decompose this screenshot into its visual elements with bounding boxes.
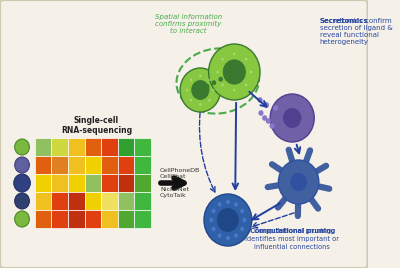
- Circle shape: [266, 118, 271, 124]
- Circle shape: [218, 233, 222, 238]
- Bar: [134, 192, 151, 210]
- Circle shape: [218, 77, 223, 82]
- Bar: [35, 156, 52, 174]
- Bar: [52, 138, 68, 156]
- Bar: [101, 156, 118, 174]
- Circle shape: [226, 200, 230, 204]
- Circle shape: [204, 194, 252, 246]
- Bar: [35, 192, 52, 210]
- Circle shape: [212, 227, 216, 231]
- Circle shape: [209, 218, 213, 222]
- Circle shape: [234, 233, 238, 238]
- Circle shape: [14, 174, 30, 192]
- Bar: [101, 192, 118, 210]
- Bar: [52, 156, 68, 174]
- Circle shape: [233, 53, 236, 55]
- Circle shape: [245, 58, 247, 60]
- Circle shape: [233, 89, 236, 91]
- Circle shape: [240, 227, 244, 231]
- Circle shape: [290, 173, 307, 191]
- Circle shape: [15, 193, 30, 209]
- Circle shape: [186, 89, 188, 91]
- Circle shape: [225, 73, 230, 78]
- Circle shape: [15, 157, 30, 173]
- Circle shape: [221, 58, 224, 60]
- Bar: [101, 138, 118, 156]
- Text: Computational pruning: Computational pruning: [250, 228, 335, 234]
- Text: Secretomics confirm
secretion of ligand &
reveal functional
heterogeneity: Secretomics confirm secretion of ligand …: [320, 18, 392, 45]
- Bar: [35, 138, 52, 156]
- Circle shape: [250, 71, 252, 73]
- Text: CellPhoneDB
CellChat: CellPhoneDB CellChat: [160, 168, 200, 179]
- Bar: [68, 192, 84, 210]
- Bar: [118, 210, 134, 228]
- Bar: [68, 210, 84, 228]
- Bar: [68, 138, 84, 156]
- Circle shape: [218, 202, 222, 207]
- Circle shape: [242, 218, 246, 222]
- Circle shape: [258, 110, 264, 116]
- Text: Single-cell
RNA-sequencing: Single-cell RNA-sequencing: [61, 116, 132, 135]
- Bar: [52, 174, 68, 192]
- Circle shape: [208, 99, 211, 101]
- Text: Computational pruning
identifies most important or
influential connections: Computational pruning identifies most im…: [245, 228, 339, 250]
- Bar: [35, 210, 52, 228]
- Circle shape: [212, 80, 216, 85]
- Bar: [101, 174, 118, 192]
- Text: Secretomics: Secretomics: [320, 18, 368, 24]
- Circle shape: [283, 108, 301, 128]
- Bar: [52, 210, 68, 228]
- Bar: [118, 192, 134, 210]
- Circle shape: [270, 94, 314, 142]
- Bar: [134, 174, 151, 192]
- Circle shape: [221, 84, 224, 86]
- Bar: [68, 156, 84, 174]
- Circle shape: [217, 208, 239, 232]
- Circle shape: [180, 68, 220, 112]
- Circle shape: [273, 105, 278, 111]
- Bar: [101, 210, 118, 228]
- Circle shape: [15, 139, 30, 155]
- Circle shape: [258, 97, 263, 103]
- Circle shape: [15, 211, 30, 227]
- Circle shape: [240, 209, 244, 213]
- Bar: [84, 210, 101, 228]
- Circle shape: [234, 202, 238, 207]
- Circle shape: [270, 123, 274, 129]
- Circle shape: [205, 84, 210, 89]
- Bar: [134, 156, 151, 174]
- FancyBboxPatch shape: [0, 0, 368, 268]
- Circle shape: [278, 160, 319, 204]
- Bar: [118, 156, 134, 174]
- Bar: [52, 192, 68, 210]
- Circle shape: [208, 44, 260, 100]
- Circle shape: [208, 79, 211, 81]
- Bar: [84, 192, 101, 210]
- Bar: [84, 156, 101, 174]
- Circle shape: [199, 103, 202, 106]
- Bar: [134, 138, 151, 156]
- Circle shape: [212, 209, 216, 213]
- Bar: [134, 210, 151, 228]
- Circle shape: [190, 79, 192, 81]
- Bar: [35, 174, 52, 192]
- Circle shape: [264, 102, 269, 108]
- Circle shape: [223, 59, 246, 85]
- Circle shape: [190, 99, 192, 101]
- Bar: [84, 138, 101, 156]
- Text: Spatial information
confirms proximity
to interact: Spatial information confirms proximity t…: [155, 14, 222, 34]
- Bar: [68, 174, 84, 192]
- Circle shape: [191, 80, 210, 100]
- Circle shape: [245, 84, 247, 86]
- Bar: [118, 174, 134, 192]
- Circle shape: [262, 115, 267, 121]
- Bar: [84, 174, 101, 192]
- Text: NicheNet
CytoTalk: NicheNet CytoTalk: [160, 187, 189, 198]
- Bar: [118, 138, 134, 156]
- Circle shape: [216, 71, 219, 73]
- Circle shape: [212, 89, 214, 91]
- Circle shape: [226, 236, 230, 240]
- Circle shape: [199, 75, 202, 77]
